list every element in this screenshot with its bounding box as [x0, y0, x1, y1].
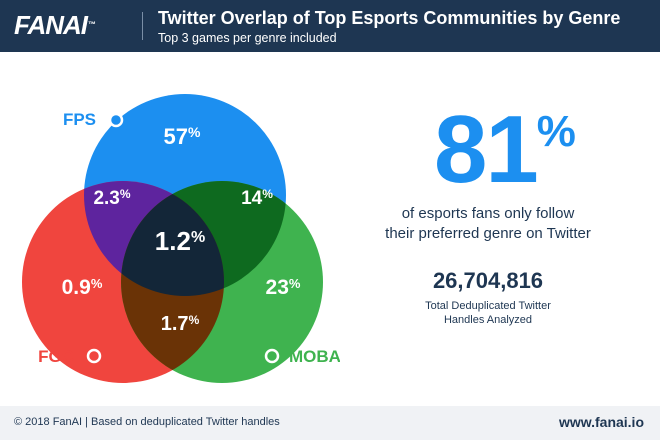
trademark-mark: ™ [88, 20, 96, 29]
venn-diagram: FPS FGC MOBA 57%0.9% 23%2.3% 14%1.7%1.2% [22, 94, 340, 383]
moba-label-text: MOBA [289, 347, 340, 366]
fgc-moba-value-unit: % [189, 313, 200, 327]
page-title: Twitter Overlap of Top Esports Communiti… [158, 8, 621, 28]
fanai-logo[interactable]: FANAI™ [14, 10, 96, 40]
moba-only-value: 23% [266, 276, 301, 299]
moba-label: MOBA [264, 347, 340, 366]
fps-marker-dot [108, 112, 124, 128]
all-three-value-unit: % [191, 229, 205, 246]
headline-stat: 81% [434, 102, 576, 198]
fps-only-value: 57% [164, 124, 201, 149]
fps-moba-value-number: 14 [241, 188, 263, 209]
moba-only-value-unit: % [289, 276, 301, 291]
fps-label: FPS [63, 110, 124, 129]
footer-bar: © 2018 FanAI | Based on deduplicated Twi… [0, 406, 660, 440]
headline-stat-unit: % [536, 107, 576, 156]
fps-moba-value-unit: % [262, 187, 273, 201]
fgc-moba-value-number: 1.7 [161, 313, 189, 335]
fgc-only-value-number: 0.9 [62, 276, 91, 299]
fgc-moba-value: 1.7% [161, 313, 200, 335]
region-value-labels: 57%0.9% 23%2.3% 14%1.7%1.2% [62, 124, 301, 335]
moba-only-value-number: 23 [266, 276, 289, 299]
fgc-label: FGC [38, 347, 102, 366]
headline-stat-caption: of esports fans only follow their prefer… [360, 204, 616, 244]
fgc-label-text: FGC [38, 347, 74, 366]
fgc-only-value-unit: % [91, 276, 103, 291]
handles-caption-line-1: Total Deduplicated Twitter [425, 300, 551, 312]
header-bar: FANAI™ Twitter Overlap of Top Esports Co… [0, 0, 660, 52]
footer-website-link[interactable]: www.fanai.io [558, 414, 644, 430]
fps-moba-value: 14% [241, 187, 273, 209]
fps-fgc-value: 2.3% [93, 187, 130, 209]
moba-marker-dot [264, 348, 280, 364]
handles-caption-line-2: Handles Analyzed [443, 314, 533, 326]
page-subtitle: Top 3 games per genre included [158, 31, 337, 45]
fps-fgc-value-unit: % [120, 187, 131, 201]
handles-caption: Total Deduplicated Twitter Handles Analy… [400, 299, 576, 327]
caption-line-1: of esports fans only follow [401, 205, 575, 222]
fps-only-value-number: 57 [164, 124, 188, 149]
fgc-only-value: 0.9% [62, 276, 103, 299]
headline-stat-value: 81 [434, 96, 539, 203]
all-three-overlap [121, 181, 224, 296]
handles-count: 26,704,816 [432, 268, 544, 293]
all-three-value: 1.2% [155, 226, 205, 256]
logo-text: FANAI [14, 10, 88, 40]
fps-fgc-value-number: 2.3 [93, 188, 119, 209]
fgc-marker-dot [86, 348, 102, 364]
fps-only-value-unit: % [188, 124, 201, 140]
fps-label-text: FPS [63, 110, 96, 129]
all-three-value-number: 1.2 [155, 226, 191, 256]
caption-line-2: their preferred genre on Twitter [385, 225, 591, 242]
header-divider [142, 12, 143, 40]
footer-credit: © 2018 FanAI | Based on deduplicated Twi… [14, 416, 280, 428]
